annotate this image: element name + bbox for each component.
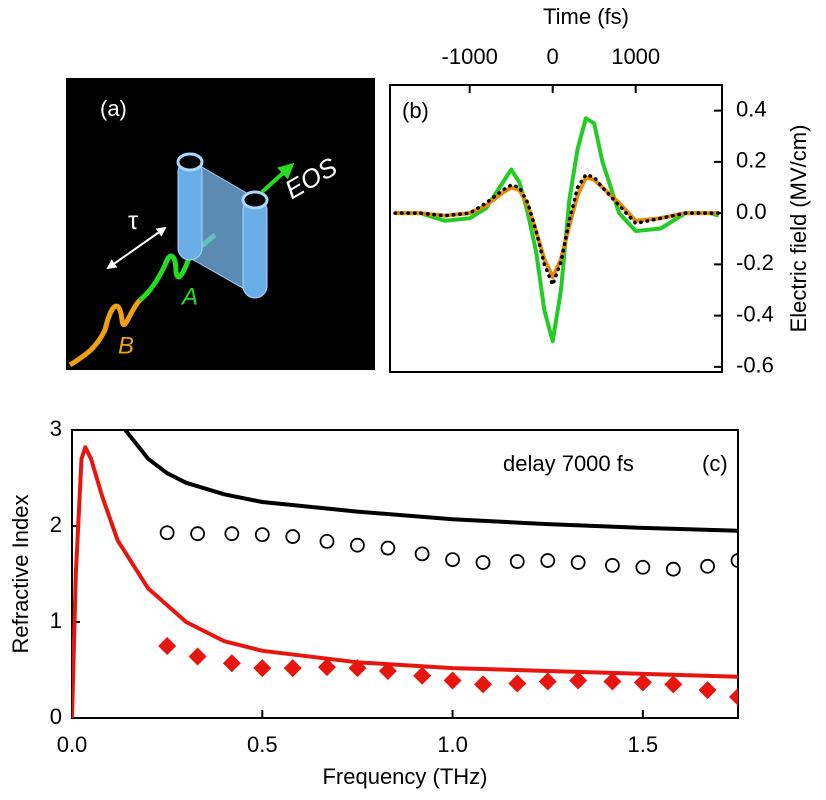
chart-panel: -1000 0 1000 -0.6 -0.4 -0.2 0.0 0.2 0.4 Time (fs)… — [389, 4, 811, 378]
data-point — [445, 552, 460, 567]
panel-label: (b) — [402, 98, 429, 123]
y-tick-label: 0.2 — [736, 148, 767, 173]
annotation: delay 7000 fs — [503, 451, 634, 476]
data-point — [348, 659, 367, 678]
data-line — [393, 172, 721, 287]
x-tick-label: 1.0 — [437, 732, 468, 757]
data-point — [475, 555, 491, 570]
y-tick-label: 1 — [50, 608, 62, 633]
data-point — [569, 671, 588, 690]
rod-end — [176, 152, 204, 172]
x-tick-label: 1000 — [611, 44, 660, 69]
data-point — [253, 659, 272, 678]
x-tick-label: 1.5 — [628, 732, 659, 757]
data-point — [350, 537, 365, 553]
diagram-panel: (a) τ EOS A B — [66, 78, 375, 370]
y-tick-label: 2 — [50, 512, 62, 537]
data-point — [414, 546, 430, 562]
y-tick-label: 0.0 — [736, 199, 767, 224]
plot-frame — [71, 429, 739, 719]
y-tick-label: -0.6 — [736, 353, 774, 378]
x-axis-title: Time (fs) — [543, 4, 629, 29]
x-tick-label: 0.0 — [57, 732, 88, 757]
plot-frame — [389, 84, 723, 373]
x-tick-label: -1000 — [442, 44, 498, 69]
data-point — [317, 658, 336, 677]
data-point — [222, 654, 241, 673]
data-point — [443, 671, 462, 690]
data-point — [158, 637, 177, 655]
panel-label: (c) — [702, 451, 728, 476]
data-point — [378, 661, 397, 680]
pulse-b — [68, 298, 142, 368]
tau-label: τ — [128, 205, 139, 235]
chart-panel: 0.0 0.5 1.0 1.5 0 1 2 3 Frequency (THz) Refractiv… — [8, 416, 739, 789]
rod — [177, 159, 203, 261]
y-tick-label: 0 — [50, 704, 62, 729]
data-point — [730, 553, 738, 568]
data-point — [509, 554, 525, 569]
data-point — [603, 672, 622, 691]
data-point — [159, 525, 175, 541]
data-line — [394, 175, 719, 280]
x-axis-title: Frequency (THz) — [322, 764, 487, 789]
data-point — [605, 557, 620, 573]
x-tick-label: 0 — [547, 44, 559, 69]
rod-end — [241, 190, 269, 210]
data-point — [474, 675, 493, 694]
plot-area — [393, 116, 721, 344]
data-point — [665, 561, 681, 577]
data-point — [413, 666, 432, 685]
data-point — [540, 553, 556, 568]
data-point — [570, 555, 586, 570]
data-point — [700, 558, 715, 574]
data-point — [254, 527, 270, 543]
y-axis-title: Electric field (MV/cm) — [786, 125, 811, 333]
panel-label: (a) — [100, 96, 127, 121]
delay-arrow — [106, 226, 167, 270]
data-line — [72, 445, 738, 718]
data-point — [698, 681, 717, 700]
data-point — [538, 672, 557, 691]
data-point — [285, 529, 301, 544]
y-axis-title: Refractive Index — [8, 495, 33, 654]
rod — [242, 197, 268, 299]
data-line — [394, 116, 720, 344]
plot-area — [72, 430, 738, 718]
data-point — [190, 526, 205, 542]
data-point — [635, 559, 651, 575]
data-point — [283, 659, 302, 678]
x-tick-label: 0.5 — [247, 732, 278, 757]
probe-arrow — [260, 162, 295, 194]
data-point — [380, 540, 396, 556]
y-tick-label: -0.4 — [736, 301, 774, 326]
data-point — [664, 675, 683, 694]
data-line — [123, 430, 738, 533]
data-point — [508, 674, 527, 693]
data-point — [633, 673, 652, 692]
data-point — [188, 647, 207, 666]
pulse-b-label: B — [118, 332, 134, 359]
y-tick-label: 3 — [50, 416, 62, 441]
data-point — [224, 526, 240, 542]
data-point — [729, 687, 738, 706]
y-tick-label: -0.2 — [736, 250, 774, 275]
data-point — [319, 533, 335, 549]
pulse-a-label: A — [180, 283, 198, 310]
y-tick-label: 0.4 — [736, 96, 767, 121]
